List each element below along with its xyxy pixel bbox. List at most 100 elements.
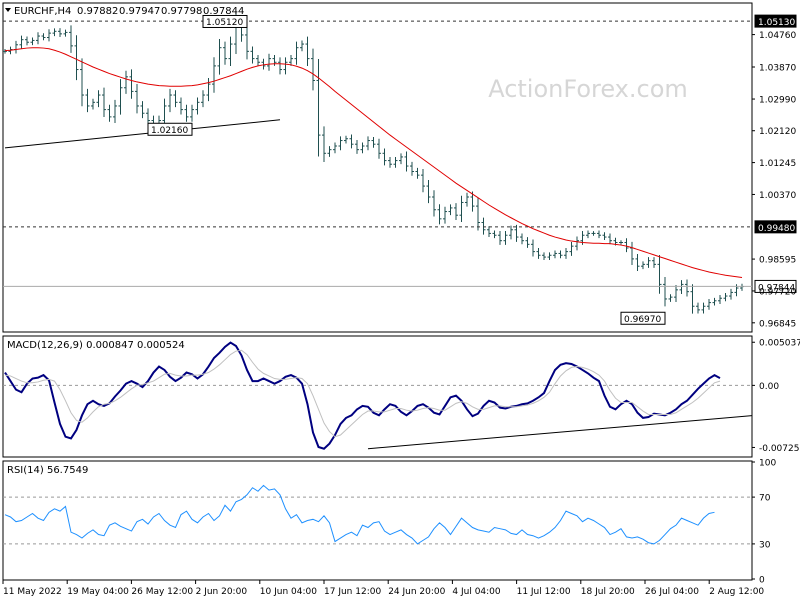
rsi-tick-label: 100 xyxy=(759,459,776,469)
macd-tick-label: 0.00 xyxy=(759,382,779,392)
price-bar xyxy=(602,232,607,240)
price-bar xyxy=(355,139,359,154)
price-tick-label: 0.96845 xyxy=(759,319,796,329)
price-tick-label: 1.03870 xyxy=(759,63,796,73)
price-bar xyxy=(432,190,436,217)
price-bar xyxy=(547,252,552,261)
price-bar xyxy=(245,26,249,60)
price-bar xyxy=(399,153,403,165)
price-tick-label: 1.01245 xyxy=(759,159,796,169)
support-trendline xyxy=(4,119,281,149)
price-bar xyxy=(371,136,376,148)
price-bar xyxy=(569,241,574,256)
price-bar xyxy=(410,161,414,176)
price-bar xyxy=(228,36,233,67)
level-tag-label: 0.99480 xyxy=(758,224,795,234)
price-bar xyxy=(41,33,46,41)
price-bar xyxy=(91,98,95,110)
price-bar xyxy=(459,195,464,222)
rsi-plot xyxy=(3,484,752,545)
price-bar xyxy=(267,53,271,71)
price-bar xyxy=(124,70,128,94)
price-bar xyxy=(619,240,623,245)
price-annotation-label: 0.96970 xyxy=(624,315,661,325)
price-bar xyxy=(250,46,255,64)
price-bar xyxy=(201,90,205,108)
price-bar xyxy=(404,151,409,172)
price-bar xyxy=(509,225,513,240)
price-bar xyxy=(712,297,717,306)
x-tick-label: 19 May 04:00 xyxy=(67,587,129,597)
price-annotation-box xyxy=(147,122,193,136)
dropdown-triangle-icon xyxy=(5,8,11,12)
price-bar xyxy=(14,40,18,54)
price-bar xyxy=(47,29,51,42)
rsi-line xyxy=(4,484,715,545)
price-bar xyxy=(388,157,392,168)
price-bar xyxy=(503,231,508,245)
price-title: EURCHF,H4 xyxy=(14,6,71,17)
price-panel-frame xyxy=(2,2,753,333)
price-annotation-box xyxy=(202,14,248,28)
price-tick-label: 1.02990 xyxy=(759,96,796,106)
rsi-tick-label: 30 xyxy=(759,540,771,550)
price-bar xyxy=(437,204,442,225)
x-tick-label: 10 Jun 04:00 xyxy=(260,587,317,597)
price-bar xyxy=(564,248,568,259)
price-bar xyxy=(52,28,57,37)
ohlc-open: 0.97882 xyxy=(77,6,118,17)
price-bar xyxy=(338,136,343,151)
x-tick-label: 11 May 2022 xyxy=(3,587,62,597)
price-bar xyxy=(206,77,211,102)
macd-signal-line xyxy=(4,349,721,438)
price-bar xyxy=(30,37,35,46)
price-bar xyxy=(685,279,689,297)
price-bar xyxy=(657,255,662,294)
price-annotation-label: 1.02160 xyxy=(151,126,188,136)
rsi-tick-label: 0 xyxy=(759,576,765,586)
level-tag-label: 1.05130 xyxy=(758,18,795,28)
price-bar xyxy=(542,252,546,261)
price-bar xyxy=(74,35,79,81)
price-bar xyxy=(195,97,200,115)
price-bar xyxy=(113,99,117,124)
price-bar xyxy=(289,55,293,66)
level-tag xyxy=(754,279,797,293)
price-bar xyxy=(443,206,447,224)
price-bar xyxy=(426,179,431,204)
price-bar xyxy=(487,226,491,237)
price-bar xyxy=(476,198,480,231)
price-bar xyxy=(333,142,337,154)
ohlc-low: 0.97798 xyxy=(161,6,202,17)
price-tick-label: 1.04760 xyxy=(759,31,796,41)
price-bar xyxy=(322,126,326,162)
x-tick-label: 26 May 12:00 xyxy=(131,587,193,597)
price-bar xyxy=(415,167,420,179)
price-bar xyxy=(421,169,425,193)
price-bar xyxy=(256,55,260,66)
x-tick-label: 18 Jul 20:00 xyxy=(581,587,635,597)
price-bar xyxy=(85,88,90,113)
price-bar xyxy=(168,88,172,113)
x-tick-label: 4 Jul 04:00 xyxy=(452,587,501,597)
price-bar xyxy=(492,230,497,239)
macd-tick-label: 0.005037 xyxy=(759,339,800,349)
price-bar xyxy=(635,254,640,272)
price-bar xyxy=(58,28,62,38)
price-bar xyxy=(740,283,744,291)
price-bar xyxy=(316,59,321,157)
x-tick-label: 11 Jul 12:00 xyxy=(517,587,571,597)
x-tick-label: 24 Jun 20:00 xyxy=(388,587,445,597)
price-bar xyxy=(520,233,524,245)
price-bar xyxy=(608,233,612,245)
price-bar xyxy=(536,248,541,259)
price-bar xyxy=(553,250,557,259)
price-annotation-label: 1.05120 xyxy=(206,18,243,28)
price-bar xyxy=(19,35,24,49)
price-bar xyxy=(344,135,348,144)
price-bar xyxy=(294,41,299,65)
price-bar xyxy=(448,204,453,216)
macd-trendline xyxy=(367,415,753,450)
price-bar xyxy=(69,25,73,53)
price-header: EURCHF,H4 0.97882 0.97947 0.97798 0.9784… xyxy=(5,6,244,17)
